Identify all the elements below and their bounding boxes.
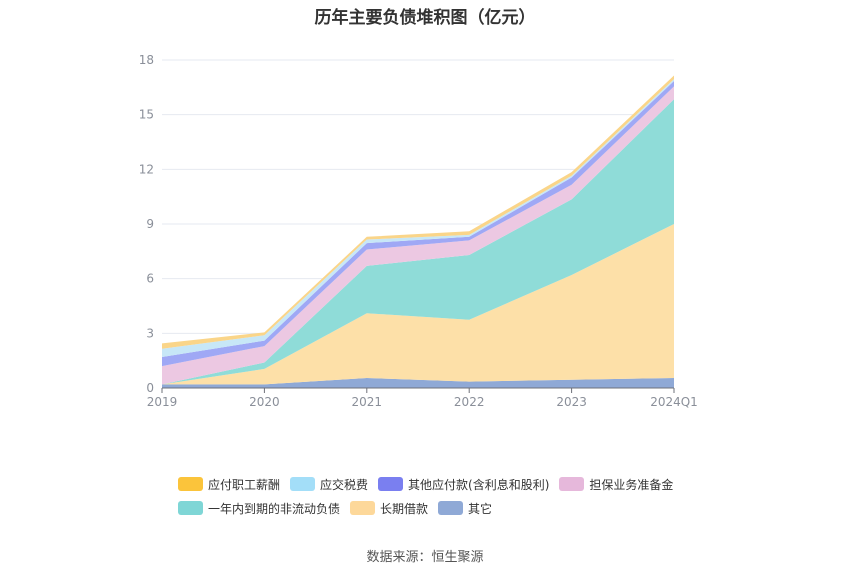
legend-item[interactable]: 其它 <box>438 500 492 517</box>
legend-item[interactable]: 一年内到期的非流动负债 <box>178 500 340 517</box>
legend-item[interactable]: 担保业务准备金 <box>559 476 673 493</box>
legend-label: 其他应付款(含利息和股利) <box>408 477 550 492</box>
legend-item[interactable]: 长期借款 <box>350 500 428 517</box>
legend-swatch <box>178 501 203 515</box>
data-source: 数据来源：恒生聚源 <box>366 550 484 565</box>
chart-title: 历年主要负债堆积图（亿元） <box>314 8 536 28</box>
x-tick-label: 2019 <box>147 395 178 409</box>
x-tick-label: 2020 <box>249 395 280 409</box>
y-tick-label: 9 <box>146 217 154 231</box>
x-tick-label: 2022 <box>454 395 485 409</box>
legend-label: 其它 <box>468 501 493 516</box>
y-tick-label: 18 <box>139 53 154 67</box>
legend-item[interactable]: 应付职工薪酬 <box>178 476 280 493</box>
area-长期借款 <box>162 224 674 385</box>
y-tick-label: 6 <box>146 272 154 286</box>
area-一年内到期的非流动负债 <box>162 99 674 385</box>
legend-item[interactable]: 其他应付款(含利息和股利) <box>378 476 549 493</box>
legend-swatch <box>178 477 203 491</box>
area-series <box>162 75 674 388</box>
x-tick-label: 2023 <box>556 395 587 409</box>
x-tick-label: 2024Q1 <box>650 395 698 409</box>
legend-swatch <box>438 501 464 515</box>
y-tick-label: 12 <box>139 162 154 176</box>
area-其它 <box>162 378 674 388</box>
y-tick-label: 15 <box>139 108 154 122</box>
legend-swatch <box>378 477 404 491</box>
legend-swatch <box>350 501 376 515</box>
legend-label: 一年内到期的非流动负债 <box>208 501 341 516</box>
legend-label: 担保业务准备金 <box>589 477 674 492</box>
legend-row: 应付职工薪酬 应交税费 其他应付款(含利息和股利) 担保业务准备金 <box>178 472 738 496</box>
legend-swatch <box>290 477 316 491</box>
legend-swatch <box>559 477 585 491</box>
legend-label: 长期借款 <box>380 501 429 516</box>
legend: 应付职工薪酬 应交税费 其他应付款(含利息和股利) 担保业务准备金 一年内到期的非流动… <box>178 472 738 520</box>
x-tick-label: 2021 <box>352 395 383 409</box>
stacked-area-chart: 0 3 6 9 12 15 18 2019 2020 2021 2022 2023 2024Q1 <box>139 53 698 409</box>
legend-label: 应付职工薪酬 <box>208 477 281 492</box>
legend-label: 应交税费 <box>320 477 369 492</box>
axes: 0 3 6 9 12 15 18 2019 2020 2021 2022 2023 2024Q1 <box>139 53 698 409</box>
y-tick-label: 3 <box>146 326 154 340</box>
legend-item[interactable]: 应交税费 <box>290 476 368 493</box>
legend-row: 一年内到期的非流动负债 长期借款 其它 <box>178 496 738 520</box>
y-tick-label: 0 <box>146 381 154 395</box>
